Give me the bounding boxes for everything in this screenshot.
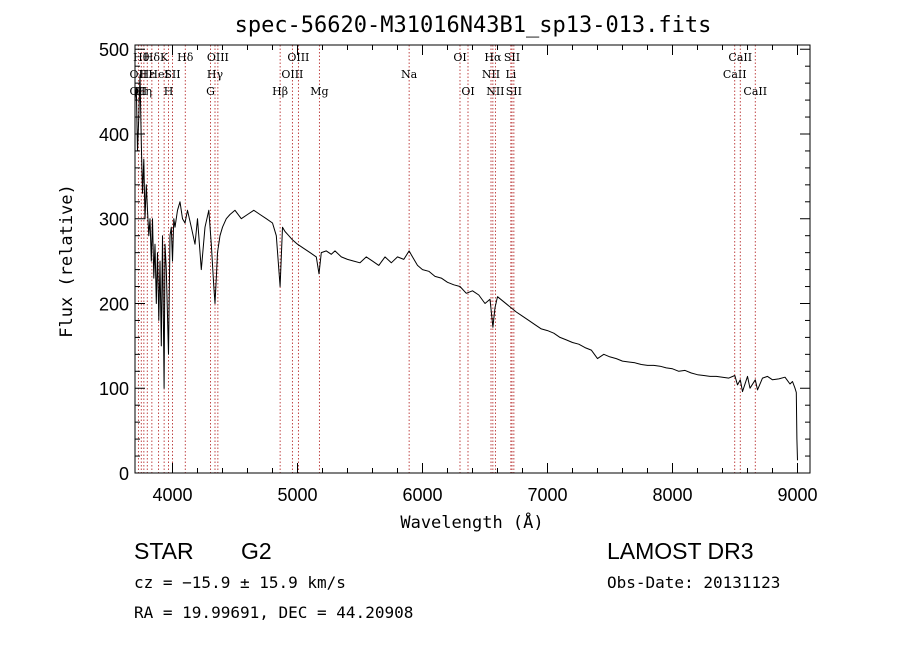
spectral-line-label-21: NII <box>482 68 500 81</box>
coordinates: RA = 19.99691, DEC = 44.20908 <box>134 603 414 622</box>
spectrum-series <box>134 74 798 461</box>
y-tick-label-200: 200 <box>99 294 129 314</box>
spectral-line-label-26: SII <box>506 85 522 98</box>
spectral-line-markers <box>137 45 756 473</box>
y-tick-label-500: 500 <box>99 40 129 60</box>
spectral-line-label-17: Mg <box>310 85 328 98</box>
spectral-line-label-23: NII <box>486 85 504 98</box>
spectral-line-label-9: SII <box>164 68 180 81</box>
y-tick-label-0: 0 <box>119 464 129 484</box>
y-axis-label: Flux (relative) <box>57 184 77 338</box>
spectral-line-labels: OIIOIIHθHηHεHδHeIKHSIIHδGHγOIIIHβOIIIOII… <box>130 51 768 98</box>
spectrum-line <box>134 74 798 461</box>
spectral-line-label-3: Hη <box>136 85 152 98</box>
x-tick-label-5000: 5000 <box>277 485 317 505</box>
x-tick-label-6000: 6000 <box>402 485 442 505</box>
spectral-line-label-10: Hδ <box>177 51 194 64</box>
spectral-line-label-12: Hγ <box>207 68 224 81</box>
x-tick-label-7000: 7000 <box>527 485 567 505</box>
spectral-line-label-7: K <box>160 51 169 64</box>
y-tick-label-300: 300 <box>99 210 129 230</box>
spectral-line-label-25: SII <box>504 51 520 64</box>
y-tick-label-100: 100 <box>99 379 129 399</box>
x-tick-label-9000: 9000 <box>777 485 817 505</box>
obs-date: Obs-Date: 20131123 <box>607 573 781 592</box>
spectral-line-label-11: G <box>206 85 215 98</box>
axis-ticks: 4000 5000 6000 7000 8000 9000 0 100 200 300 400 500 <box>99 40 818 505</box>
spectral-line-label-19: OI <box>453 51 466 64</box>
subclass: G2 <box>241 538 272 564</box>
spectral-line-label-20: OI <box>461 85 474 98</box>
redshift-text: cz = −15.9 ± 15.9 km/s <box>134 573 346 592</box>
spectral-line-label-16: OIII <box>287 51 309 64</box>
spectral-line-label-1: OII <box>130 85 148 98</box>
x-tick-label-4000: 4000 <box>152 485 192 505</box>
spectral-line-label-0: OII <box>130 68 148 81</box>
spectral-line-label-6: HeI <box>148 68 168 81</box>
spectral-line-label-22: Hα <box>484 51 502 64</box>
spectral-line-label-14: Hβ <box>272 85 288 98</box>
spectral-line-label-5: Hδ <box>144 51 161 64</box>
object-class: STAR <box>134 538 194 564</box>
spectral-line-label-29: CaII <box>743 85 767 98</box>
spectral-line-label-8: H <box>164 85 174 98</box>
spectral-line-label-15: OIII <box>281 68 303 81</box>
chart-title: spec-56620-M31016N43B1_sp13-013.fits <box>235 13 712 38</box>
spectral-line-label-2: Hθ <box>133 51 150 64</box>
spectral-line-label-28: CaII <box>728 51 752 64</box>
spectral-line-label-24: Li <box>505 68 516 81</box>
x-axis-label: Wavelength (Å) <box>400 511 543 533</box>
survey-label: LAMOST DR3 <box>607 538 754 564</box>
y-tick-label-400: 400 <box>99 125 129 145</box>
x-tick-label-8000: 8000 <box>652 485 692 505</box>
spectral-line-label-13: OIII <box>207 51 229 64</box>
spectral-line-label-18: Na <box>401 68 418 81</box>
spectral-line-label-4: Hε <box>140 68 156 81</box>
spectral-line-label-27: CaII <box>723 68 747 81</box>
plot-frame <box>134 44 811 474</box>
